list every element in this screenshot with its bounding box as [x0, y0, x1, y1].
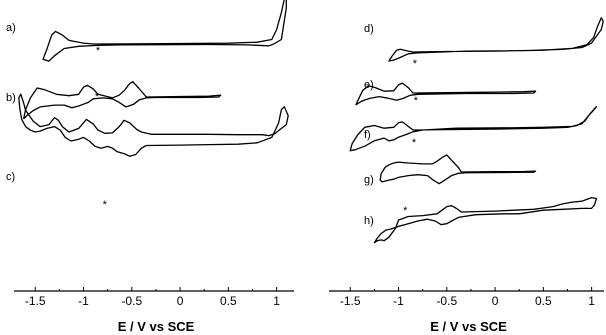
cv-trace-d	[388, 17, 604, 62]
x-tick-label: 0	[177, 294, 184, 308]
cv-trace-e	[355, 82, 537, 106]
asterisk-marker: *	[403, 205, 408, 217]
trace-label: a)	[6, 22, 16, 34]
trace-label: f)	[364, 129, 371, 141]
x-tick-label: 0.5	[220, 294, 237, 308]
x-tick-label: 0	[492, 294, 499, 308]
trace-label: d)	[364, 23, 374, 35]
x-tick-label: -1.5	[340, 294, 361, 308]
trace-label: e)	[364, 79, 374, 91]
trace-label: c)	[6, 171, 15, 183]
x-tick-label: -1	[393, 294, 404, 308]
x-axis-label: E / V vs SCE	[430, 319, 507, 334]
asterisk-marker: *	[414, 95, 419, 107]
asterisk-marker: *	[95, 91, 100, 103]
asterisk-marker: *	[412, 137, 417, 149]
cv-trace-a	[42, 0, 287, 62]
trace-label: h)	[364, 215, 374, 227]
trace-label: g)	[364, 174, 374, 186]
cv-trace-g	[379, 154, 537, 185]
x-tick-label: -0.5	[121, 294, 142, 308]
cv-trace-c	[18, 93, 289, 157]
x-tick-label: 1	[588, 294, 595, 308]
asterisk-marker: *	[96, 45, 101, 57]
x-tick-label: 0.5	[535, 294, 552, 308]
asterisk-marker: *	[413, 58, 418, 70]
asterisk-marker: *	[103, 199, 108, 211]
trace-label: b)	[6, 92, 16, 104]
x-tick-label: -0.5	[436, 294, 457, 308]
cv-trace-f	[349, 105, 598, 152]
cv-trace-h	[373, 196, 598, 244]
cv-trace-b	[23, 81, 222, 120]
x-tick-label: 1	[273, 294, 280, 308]
x-axis-label: E / V vs SCE	[118, 319, 195, 334]
left-panel: -1.5 -1 -0.5 0 0.5 1 E / V vs SCE a) * b) * c) *	[6, 0, 294, 334]
x-tick-label: -1.5	[25, 294, 46, 308]
x-tick-label: -1	[78, 294, 89, 308]
right-panel: -1.5 -1 -0.5 0 0.5 1 E / V vs SCE d) * e) * f) * g) h)…	[329, 17, 604, 334]
